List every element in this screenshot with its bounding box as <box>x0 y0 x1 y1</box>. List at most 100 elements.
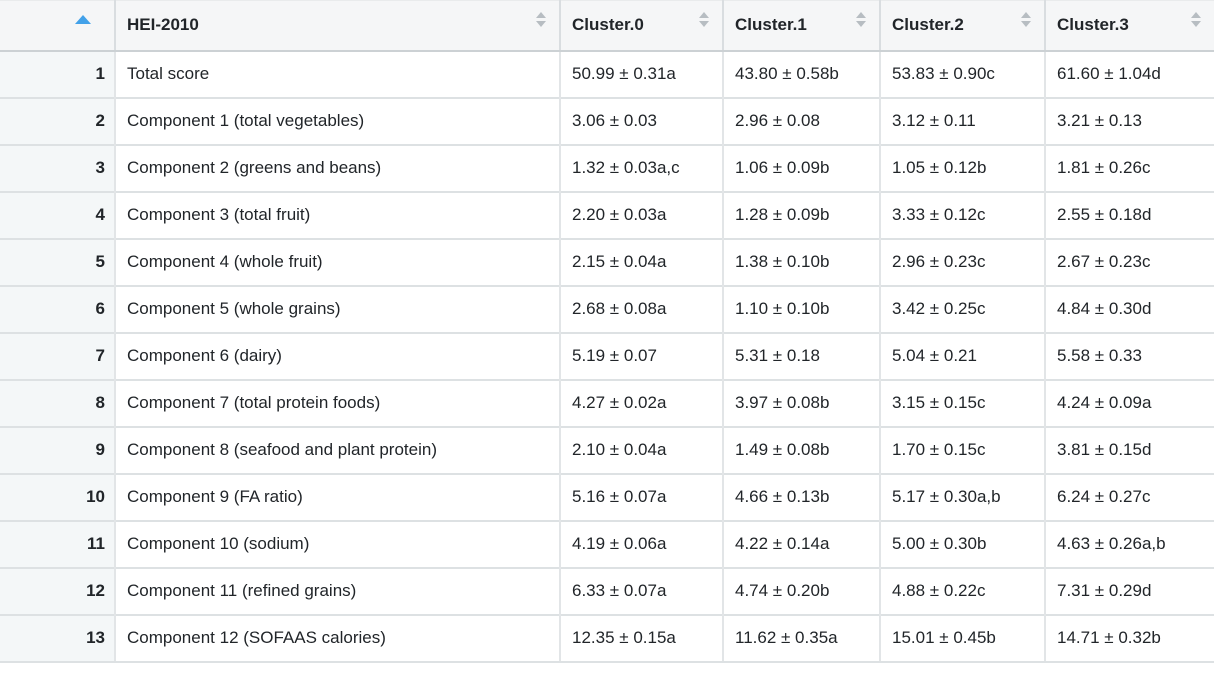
row-label-cell: Component 11 (refined grains) <box>114 566 560 615</box>
value-cell: 50.99 ± 0.31a <box>559 50 723 98</box>
column-header-cluster-1[interactable]: Cluster.1 <box>722 0 880 52</box>
row-label-cell: Component 6 (dairy) <box>114 331 560 380</box>
row-label-cell: Component 9 (FA ratio) <box>114 472 560 521</box>
table-row[interactable]: 13 Component 12 (SOFAAS calories) 12.35 ± … <box>0 613 1214 663</box>
table-row[interactable]: 8 Component 7 (total protein foods) 4.27 ±… <box>0 378 1214 427</box>
row-number-cell: 7 <box>0 331 115 380</box>
table-row[interactable]: 6 Component 5 (whole grains) 2.68 ± 0.08a 1… <box>0 284 1214 333</box>
value-cell: 1.10 ± 0.10b <box>722 284 880 333</box>
table-row[interactable]: 5 Component 4 (whole fruit) 2.15 ± 0.04a 1.… <box>0 237 1214 286</box>
value-cell: 3.33 ± 0.12c <box>879 190 1045 239</box>
table-row[interactable]: 11 Component 10 (sodium) 4.19 ± 0.06a 4.22 … <box>0 519 1214 568</box>
value-cell: 2.96 ± 0.08 <box>722 96 880 145</box>
row-number-cell: 10 <box>0 472 115 521</box>
table-row[interactable]: 12 Component 11 (refined grains) 6.33 ± 0.… <box>0 566 1214 615</box>
value-cell: 3.06 ± 0.03 <box>559 96 723 145</box>
value-cell: 4.66 ± 0.13b <box>722 472 880 521</box>
value-cell: 5.58 ± 0.33 <box>1044 331 1214 380</box>
row-label-cell: Total score <box>114 50 560 98</box>
sort-down-icon <box>856 21 866 27</box>
value-cell: 4.24 ± 0.09a <box>1044 378 1214 427</box>
value-cell: 2.96 ± 0.23c <box>879 237 1045 286</box>
value-cell: 4.27 ± 0.02a <box>559 378 723 427</box>
value-cell: 3.42 ± 0.25c <box>879 284 1045 333</box>
column-header-cluster-0[interactable]: Cluster.0 <box>559 0 723 52</box>
row-number-cell: 11 <box>0 519 115 568</box>
column-header-cluster-3[interactable]: Cluster.3 <box>1044 0 1214 52</box>
row-label-cell: Component 10 (sodium) <box>114 519 560 568</box>
value-cell: 6.33 ± 0.07a <box>559 566 723 615</box>
value-cell: 1.38 ± 0.10b <box>722 237 880 286</box>
table-row[interactable]: 1 Total score 50.99 ± 0.31a 43.80 ± 0.58b 53… <box>0 50 1214 98</box>
value-cell: 1.32 ± 0.03a,c <box>559 143 723 192</box>
row-label-cell: Component 4 (whole fruit) <box>114 237 560 286</box>
sort-up-icon <box>856 12 866 18</box>
row-label-cell: Component 5 (whole grains) <box>114 284 560 333</box>
row-number-cell: 13 <box>0 613 115 663</box>
sort-control <box>536 12 546 27</box>
row-label-cell: Component 12 (SOFAAS calories) <box>114 613 560 663</box>
column-header-rownum[interactable] <box>0 0 115 52</box>
value-cell: 3.15 ± 0.15c <box>879 378 1045 427</box>
sort-down-icon <box>536 21 546 27</box>
column-header-label: Cluster.2 <box>892 15 964 35</box>
value-cell: 61.60 ± 1.04d <box>1044 50 1214 98</box>
sort-down-icon <box>1191 21 1201 27</box>
value-cell: 5.16 ± 0.07a <box>559 472 723 521</box>
value-cell: 5.04 ± 0.21 <box>879 331 1045 380</box>
table-row[interactable]: 3 Component 2 (greens and beans) 1.32 ± 0.… <box>0 143 1214 192</box>
value-cell: 4.22 ± 0.14a <box>722 519 880 568</box>
value-cell: 2.68 ± 0.08a <box>559 284 723 333</box>
column-header-label: HEI-2010 <box>127 15 199 35</box>
value-cell: 1.28 ± 0.09b <box>722 190 880 239</box>
value-cell: 2.67 ± 0.23c <box>1044 237 1214 286</box>
value-cell: 7.31 ± 0.29d <box>1044 566 1214 615</box>
row-label-cell: Component 2 (greens and beans) <box>114 143 560 192</box>
row-number-cell: 9 <box>0 425 115 474</box>
value-cell: 1.05 ± 0.12b <box>879 143 1045 192</box>
row-label-cell: Component 8 (seafood and plant protein) <box>114 425 560 474</box>
table-row[interactable]: 7 Component 6 (dairy) 5.19 ± 0.07 5.31 ± 0.… <box>0 331 1214 380</box>
value-cell: 3.97 ± 0.08b <box>722 378 880 427</box>
sort-up-icon <box>699 12 709 18</box>
row-number-cell: 4 <box>0 190 115 239</box>
value-cell: 3.12 ± 0.11 <box>879 96 1045 145</box>
header-row: HEI-2010 Cluster.0 Cluster.1 <box>0 0 1214 52</box>
column-header-cluster-2[interactable]: Cluster.2 <box>879 0 1045 52</box>
value-cell: 5.19 ± 0.07 <box>559 331 723 380</box>
row-number-cell: 3 <box>0 143 115 192</box>
value-cell: 5.31 ± 0.18 <box>722 331 880 380</box>
row-label-cell: Component 3 (total fruit) <box>114 190 560 239</box>
value-cell: 4.19 ± 0.06a <box>559 519 723 568</box>
value-cell: 1.49 ± 0.08b <box>722 425 880 474</box>
row-label-cell: Component 1 (total vegetables) <box>114 96 560 145</box>
value-cell: 15.01 ± 0.45b <box>879 613 1045 663</box>
table-row[interactable]: 9 Component 8 (seafood and plant protein)… <box>0 425 1214 474</box>
sort-up-icon <box>1191 12 1201 18</box>
column-header-label: Cluster.1 <box>735 15 807 35</box>
sort-up-icon <box>1021 12 1031 18</box>
value-cell: 14.71 ± 0.32b <box>1044 613 1214 663</box>
sort-up-icon <box>536 12 546 18</box>
value-cell: 12.35 ± 0.15a <box>559 613 723 663</box>
column-header-hei-2010[interactable]: HEI-2010 <box>114 0 560 52</box>
row-number-cell: 1 <box>0 50 115 98</box>
table-row[interactable]: 10 Component 9 (FA ratio) 5.16 ± 0.07a 4.66… <box>0 472 1214 521</box>
sort-down-icon <box>1021 21 1031 27</box>
row-label-cell: Component 7 (total protein foods) <box>114 378 560 427</box>
table-row[interactable]: 2 Component 1 (total vegetables) 3.06 ± 0.… <box>0 96 1214 145</box>
value-cell: 5.00 ± 0.30b <box>879 519 1045 568</box>
value-cell: 2.20 ± 0.03a <box>559 190 723 239</box>
table-row[interactable]: 4 Component 3 (total fruit) 2.20 ± 0.03a 1.… <box>0 190 1214 239</box>
value-cell: 2.55 ± 0.18d <box>1044 190 1214 239</box>
data-table: HEI-2010 Cluster.0 Cluster.1 <box>0 0 1214 663</box>
row-number-cell: 12 <box>0 566 115 615</box>
sort-control <box>1021 12 1031 27</box>
value-cell: 4.88 ± 0.22c <box>879 566 1045 615</box>
sort-ascending-icon <box>75 15 91 24</box>
sort-down-icon <box>699 21 709 27</box>
value-cell: 43.80 ± 0.58b <box>722 50 880 98</box>
value-cell: 1.06 ± 0.09b <box>722 143 880 192</box>
column-header-label: Cluster.0 <box>572 15 644 35</box>
value-cell: 6.24 ± 0.27c <box>1044 472 1214 521</box>
